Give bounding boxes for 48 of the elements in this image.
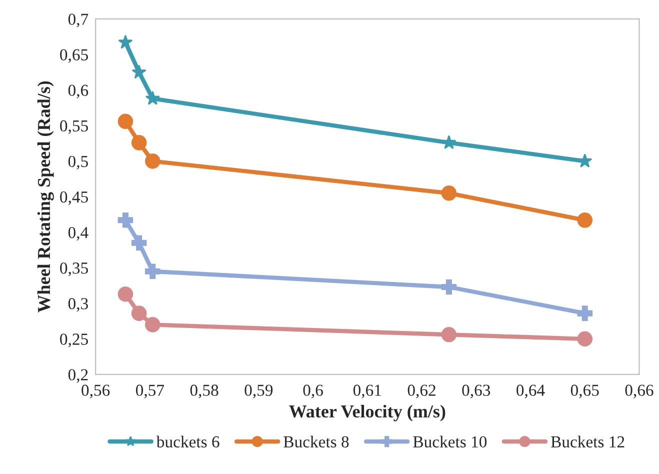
point (131, 235, 147, 251)
point (118, 212, 134, 228)
point (118, 114, 134, 129)
legend-label: Buckets 10 (413, 436, 487, 448)
y-tick-label: 0,4 (68, 226, 88, 241)
y-tick-label: 0,55 (60, 120, 88, 134)
y-tick-label: 0,7 (68, 14, 88, 28)
point (577, 212, 592, 228)
point (145, 90, 160, 105)
x-tick-label: 0,58 (190, 384, 218, 398)
legend-label: Buckets 8 (284, 436, 349, 448)
x-tick-label: 0,66 (625, 384, 654, 398)
y-tick-label: 0,2 (68, 369, 88, 383)
legend-label: Buckets 12 (551, 436, 624, 448)
y-tick-label: 0,5 (68, 156, 88, 170)
y-tick-label: 0,25 (60, 334, 88, 348)
y-tick-label: 0,45 (60, 191, 88, 206)
point (577, 306, 592, 321)
y-tick-label: 0,3 (68, 298, 88, 312)
x-tick-label: 0,64 (516, 384, 545, 398)
point (118, 286, 134, 302)
x-tick-label: 0,59 (244, 384, 273, 398)
x-tick-label: 0,62 (408, 384, 436, 398)
x-tick-label: 0,61 (353, 384, 381, 398)
x-tick-label: 0,65 (570, 384, 599, 398)
point (442, 135, 456, 149)
point (441, 327, 457, 342)
point (441, 186, 457, 201)
y-tick-label: 0,6 (68, 84, 88, 98)
x-axis-title: Water Velocity (m/s) (289, 404, 446, 422)
legend-label: buckets 6 (156, 436, 220, 448)
x-tick-label: 0,6 (303, 384, 323, 398)
y-tick-label: 0,35 (60, 262, 88, 276)
x-tick-label: 0,57 (136, 384, 164, 398)
point (441, 279, 457, 295)
point (145, 154, 160, 169)
x-tick-label: 0,63 (462, 384, 490, 398)
point (131, 135, 147, 150)
y-axis-title: Wheel Rotating Speed (Rad/s) (37, 81, 54, 313)
y-tick-label: 0,65 (60, 49, 88, 63)
point (145, 317, 160, 332)
point (118, 34, 133, 49)
point (578, 154, 592, 168)
point (132, 64, 146, 79)
point (577, 331, 592, 347)
point (131, 306, 147, 321)
x-tick-label: 0,56 (82, 384, 110, 398)
point (145, 264, 160, 280)
